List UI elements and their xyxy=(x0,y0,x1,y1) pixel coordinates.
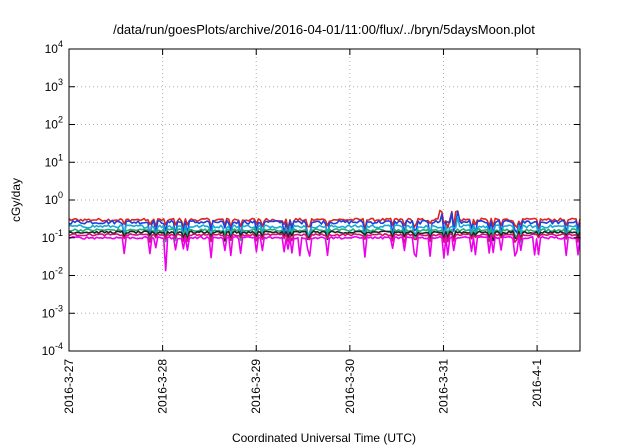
series-line xyxy=(68,210,581,239)
x-tick-label: 2016-3-31 xyxy=(436,359,450,414)
series-line xyxy=(68,235,581,272)
x-axis-title: Coordinated Universal Time (UTC) xyxy=(232,431,416,445)
y-tick-label: 104 xyxy=(45,39,63,56)
series-layer xyxy=(68,209,581,272)
y-tick-label: 10-3 xyxy=(42,303,63,320)
x-tick-label: 2016-3-30 xyxy=(343,359,357,414)
chart-title: /data/run/goesPlots/archive/2016-04-01/1… xyxy=(113,22,535,37)
tick-layer: 10-4 10-3 10-2 10-1 100 101 102 103 104 2016-3-27… xyxy=(42,39,580,414)
series-line xyxy=(68,233,581,244)
grid-layer xyxy=(69,49,580,351)
y-tick-label: 10-1 xyxy=(42,228,63,245)
x-tick-label: 2016-3-28 xyxy=(156,359,170,414)
y-tick-label: 10-4 xyxy=(42,341,63,358)
y-tick-label: 102 xyxy=(45,115,63,132)
x-tick-label: 2016-3-29 xyxy=(249,359,263,414)
y-tick-label: 101 xyxy=(45,152,63,169)
x-tick-label: 2016-3-27 xyxy=(62,359,76,414)
series-line xyxy=(68,215,581,241)
y-tick-label: 103 xyxy=(45,77,63,94)
x-tick-label: 2016-4-1 xyxy=(530,359,544,407)
y-tick-label: 10-2 xyxy=(42,266,63,283)
y-tick-label: 100 xyxy=(45,190,63,207)
y-axis-title: cGy/day xyxy=(9,178,23,222)
